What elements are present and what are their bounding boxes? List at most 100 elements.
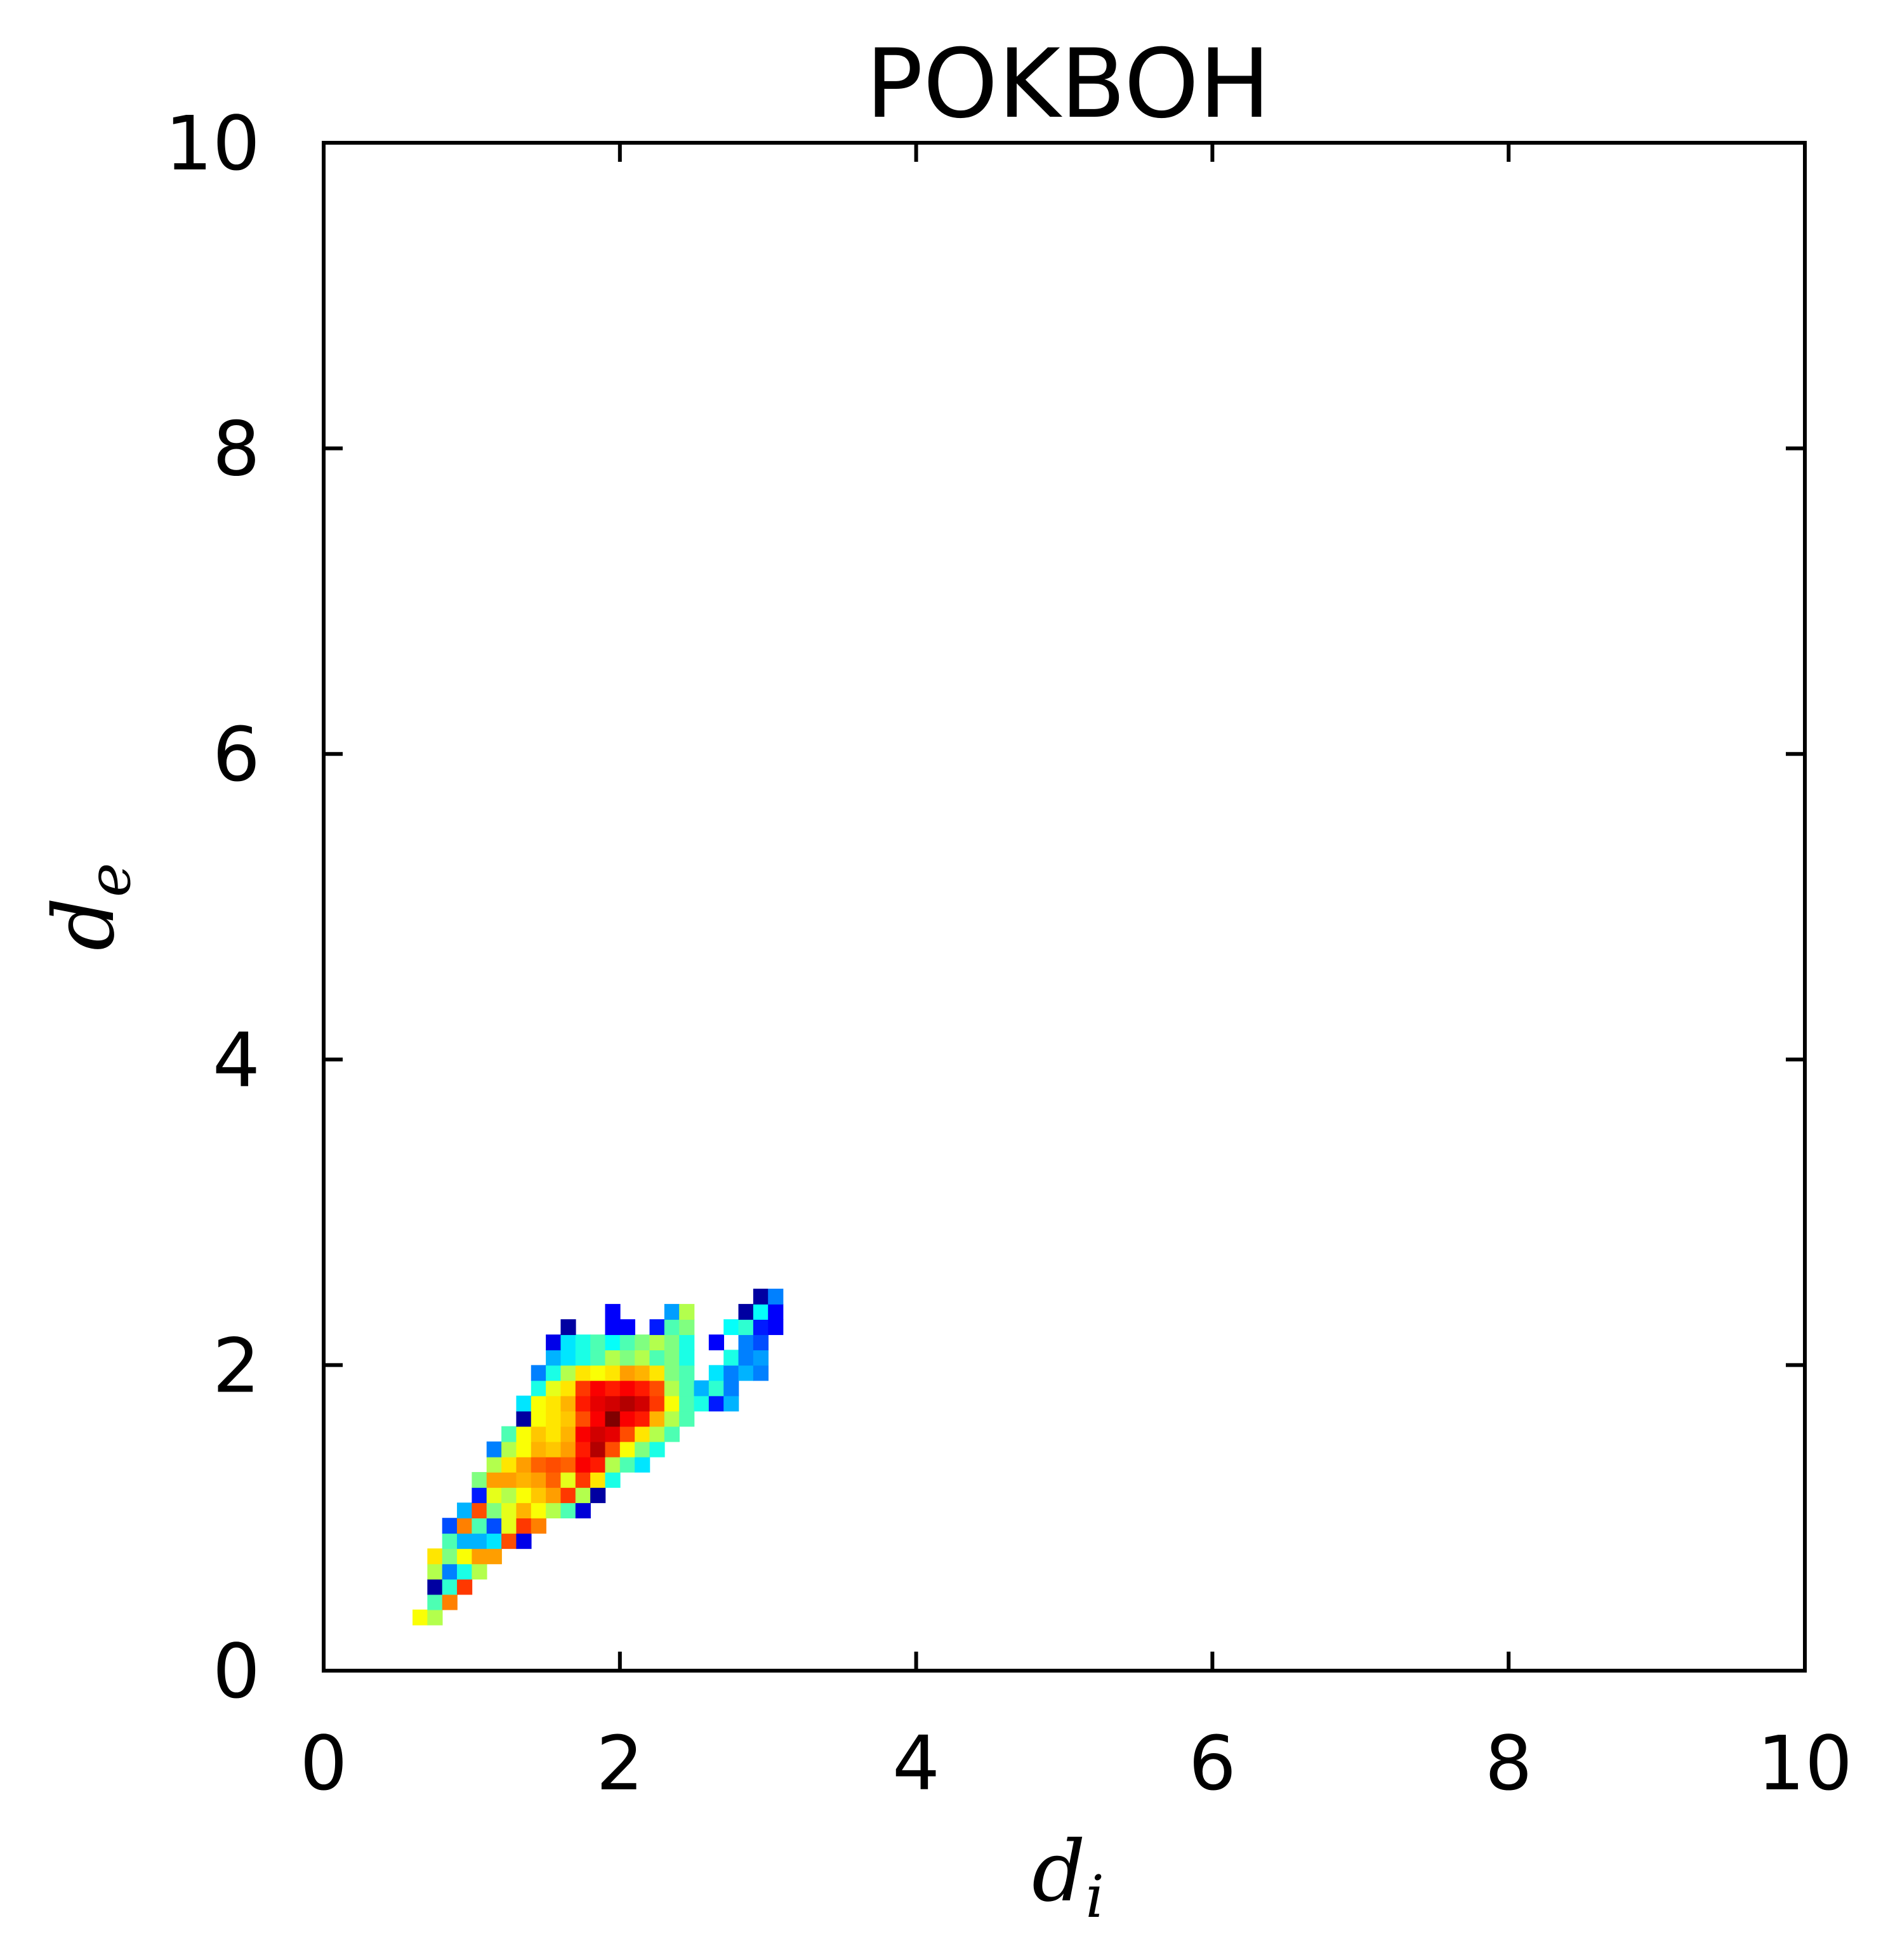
heatmap-cell — [605, 1456, 621, 1473]
heatmap-cell — [442, 1533, 458, 1549]
heatmap-cell — [442, 1579, 458, 1595]
heatmap-cell — [590, 1487, 606, 1503]
y-tick-label: 10 — [165, 100, 260, 187]
heatmap-cell — [619, 1365, 635, 1381]
heatmap-cell — [738, 1334, 754, 1351]
heatmap-cell — [635, 1426, 650, 1442]
heatmap-cell — [427, 1579, 443, 1595]
heatmap-cell — [575, 1365, 591, 1381]
heatmap-cell — [649, 1395, 665, 1412]
heatmap-cell — [738, 1350, 754, 1366]
heatmap-cell — [560, 1503, 576, 1518]
heatmap-cell — [635, 1365, 650, 1381]
heatmap-cell — [708, 1380, 724, 1397]
heatmap-cell — [605, 1441, 621, 1457]
heatmap-cell — [531, 1380, 546, 1397]
heatmap-cell — [753, 1350, 769, 1366]
heatmap-cell — [619, 1319, 635, 1336]
heatmap-cell — [546, 1456, 562, 1473]
heatmap-cell — [635, 1395, 650, 1412]
heatmap-cell — [486, 1441, 502, 1457]
heatmap-cell — [694, 1395, 710, 1412]
heatmap-cell — [590, 1380, 606, 1397]
heatmap-cell — [472, 1487, 487, 1503]
y-axis-label: de — [36, 863, 143, 951]
heatmap-cell — [649, 1365, 665, 1381]
heatmap-cell — [664, 1411, 680, 1427]
heatmap-cell — [531, 1426, 546, 1442]
heatmap-cell — [546, 1334, 562, 1351]
heatmap-cell — [590, 1441, 606, 1457]
heatmap-cell — [560, 1411, 576, 1427]
heatmap-cell — [605, 1350, 621, 1366]
heatmap-cell — [635, 1380, 650, 1397]
heatmap-cell — [590, 1411, 606, 1427]
heatmap-cell — [605, 1334, 621, 1351]
y-axis: 0 2 4 6 8 10 — [165, 100, 1805, 1715]
heatmap-cell — [486, 1456, 502, 1473]
heatmap-cell — [605, 1411, 621, 1427]
heatmap-cell — [501, 1487, 517, 1503]
heatmap-cell — [560, 1456, 576, 1473]
heatmap-cell — [605, 1304, 621, 1320]
heatmap-cell — [753, 1365, 769, 1381]
heatmap-cell — [560, 1426, 576, 1442]
heatmap-cell — [442, 1518, 458, 1534]
heatmap-cell — [664, 1426, 680, 1442]
heatmap-cell — [738, 1304, 754, 1320]
heatmap-cell — [472, 1533, 487, 1549]
heatmap-cell — [516, 1441, 532, 1457]
heatmap-cell — [560, 1487, 576, 1503]
heatmap-cell — [457, 1518, 473, 1534]
heatmap-cell — [605, 1471, 621, 1488]
heatmap-cell — [738, 1365, 754, 1381]
heatmap-cell — [679, 1334, 695, 1351]
plot-frame — [322, 141, 1807, 1673]
heatmap-cell — [768, 1289, 784, 1305]
heatmap-cell — [575, 1411, 591, 1427]
heatmap-cell — [531, 1365, 546, 1381]
heatmap-cell — [531, 1487, 546, 1503]
y-axis-label-main: d — [36, 897, 133, 951]
heatmap-cell — [605, 1426, 621, 1442]
heatmap-cell — [590, 1426, 606, 1442]
heatmap-cell — [531, 1503, 546, 1518]
heatmap-cell — [590, 1456, 606, 1473]
heatmap-cell — [575, 1503, 591, 1518]
heatmap-cell — [635, 1350, 650, 1366]
x-axis-label: di — [1032, 1823, 1104, 1931]
heatmap-cell — [753, 1319, 769, 1336]
heatmap-cell — [427, 1563, 443, 1580]
heatmap-cell — [679, 1380, 695, 1397]
heatmap-cell — [501, 1533, 517, 1549]
heatmap-cell — [753, 1289, 769, 1305]
heatmap-cell — [605, 1365, 621, 1381]
heatmap-cell — [501, 1441, 517, 1457]
heatmap-cell — [457, 1563, 473, 1580]
heatmap-cell — [546, 1441, 562, 1457]
heatmap-cell — [472, 1518, 487, 1534]
heatmap-cell — [516, 1471, 532, 1488]
heatmap-cell — [575, 1380, 591, 1397]
heatmap-cell — [649, 1426, 665, 1442]
heatmap-cell — [413, 1609, 428, 1626]
heatmap-cell — [635, 1334, 650, 1351]
heatmap-cell — [546, 1426, 562, 1442]
heatmap-cell — [649, 1319, 665, 1336]
x-axis-label-sub: i — [1086, 1863, 1104, 1931]
heatmap-cell — [590, 1395, 606, 1412]
heatmap-cell — [427, 1594, 443, 1610]
heatmap-cell — [442, 1548, 458, 1565]
y-tick-label: 0 — [213, 1628, 260, 1715]
x-tick-label: 0 — [300, 1720, 347, 1807]
heatmap-cell — [708, 1395, 724, 1412]
heatmap-cell — [516, 1487, 532, 1503]
heatmap-cell — [427, 1548, 443, 1565]
heatmap-cell — [546, 1471, 562, 1488]
heatmap-cell — [679, 1365, 695, 1381]
heatmap-cell — [486, 1487, 502, 1503]
heatmap-cell — [531, 1411, 546, 1427]
heatmap-cell — [619, 1411, 635, 1427]
y-tick-label: 2 — [213, 1322, 260, 1409]
heatmap-cell — [575, 1441, 591, 1457]
